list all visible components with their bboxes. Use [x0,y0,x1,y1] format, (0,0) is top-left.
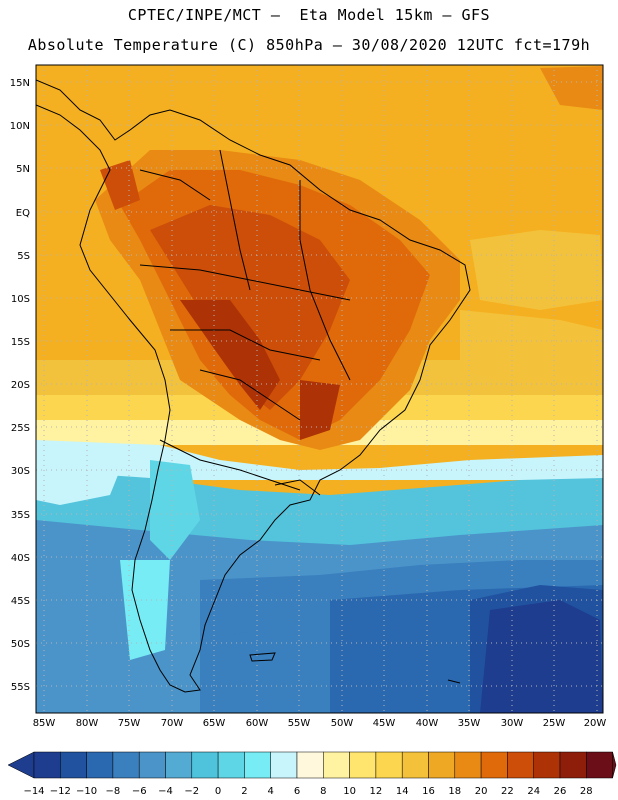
map-title-line2: Absolute Temperature (C) 850hPa – 30/08/… [27,36,591,54]
colorbar-swatch [60,751,87,779]
lat-label: 35S [11,510,30,521]
colorbar-over-arrow [612,751,617,779]
colorbar-swatch [33,751,61,779]
colorbar-label: 20 [475,786,488,797]
colorbar-label: 0 [215,786,221,797]
lon-label: 65W [203,718,226,729]
lon-label: 85W [33,718,56,729]
lat-label: 10N [10,121,30,132]
lat-label: 25S [11,423,30,434]
lat-label: 30S [11,466,30,477]
colorbar-label: 22 [501,786,514,797]
colorbar-label: 2 [241,786,247,797]
colorbar-swatch [270,751,298,779]
lat-label: 40S [11,553,30,564]
colorbar-swatch [533,751,561,779]
colorbar-swatch [112,751,140,779]
lon-label: 80W [76,718,99,729]
colorbar-swatch [375,751,403,779]
colorbar-swatch [138,751,166,779]
lat-label: 15S [11,337,30,348]
colorbar-swatch [507,751,534,779]
lon-label: 60W [246,718,269,729]
lon-label: 40W [416,718,439,729]
longitude-axis: 85W 80W 75W 70W 65W 60W 55W 50W 45W 40W … [33,718,607,729]
colorbar-swatch [401,751,429,779]
lon-label: 50W [331,718,354,729]
lon-label: 75W [118,718,141,729]
lat-label: 20S [11,380,30,391]
colorbar-label: −8 [106,786,121,797]
colorbar-label: 12 [370,786,383,797]
colorbar-label: 10 [343,786,356,797]
colorbar-swatch [323,751,350,779]
colorbar-swatch [165,751,193,779]
colorbar-label: −10 [76,786,97,797]
colorbar: −14 −12 −10 −8 −6 −4 −2 0 2 4 6 8 10 12 14 16 18 20 22 24 26… [7,751,617,797]
colorbar-label: 28 [580,786,593,797]
temperature-field [36,65,603,713]
colorbar-swatch [349,751,377,779]
map-frame [35,64,604,714]
lat-label: 45S [11,596,30,607]
lon-label: 35W [458,718,481,729]
colorbar-swatch [296,751,324,779]
coastline-outline [36,79,471,693]
lon-label: 30W [501,718,524,729]
colorbar-label: 26 [554,786,567,797]
lon-label: 20W [584,718,607,729]
lon-label: 55W [288,718,311,729]
colorbar-label: 4 [268,786,274,797]
lat-label: EQ [16,208,30,219]
lat-label: 10S [11,294,30,305]
colorbar-swatch [428,751,456,779]
colorbar-label: −4 [158,786,173,797]
colorbar-label: −2 [184,786,199,797]
colorbar-label: 8 [320,786,326,797]
colorbar-label: 18 [448,786,461,797]
map-title-line1: CPTEC/INPE/MCT – Eta Model 15km – GFS [127,6,491,24]
lat-label: 50S [11,639,30,650]
colorbar-label: −6 [132,786,147,797]
lon-label: 25W [543,718,566,729]
colorbar-label: 16 [422,786,435,797]
lat-label: 55S [11,682,30,693]
colorbar-swatch [191,751,219,779]
lat-label: 5S [17,251,30,262]
lat-label: 5N [16,164,30,175]
colorbar-under-arrow [7,751,35,779]
colorbar-swatch [559,751,587,779]
colorbar-label: −12 [50,786,71,797]
colorbar-label: −14 [23,786,44,797]
colorbar-swatch [480,751,508,779]
colorbar-label: 6 [294,786,300,797]
lon-label: 45W [373,718,396,729]
colorbar-swatch [586,751,613,779]
lat-label: 15N [10,78,30,89]
colorbar-label: 24 [527,786,540,797]
colorbar-swatch [217,751,245,779]
latitude-axis: 15N 10N 5N EQ 5S 10S 15S 20S 25S 30S 35S… [10,78,30,693]
colorbar-label: 14 [396,786,409,797]
colorbar-swatch [86,751,114,779]
colorbar-swatch [244,751,271,779]
lon-label: 70W [161,718,184,729]
colorbar-swatch [454,751,482,779]
